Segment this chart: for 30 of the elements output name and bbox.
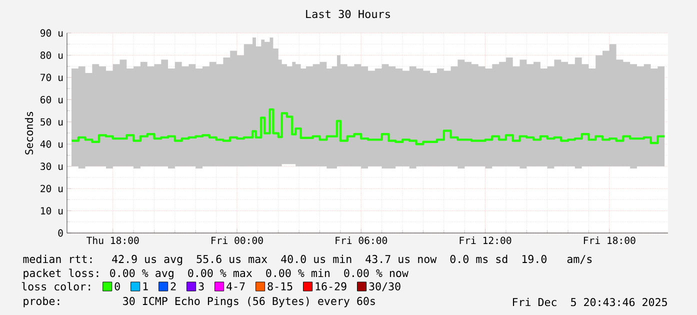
y-tick-label: 30 u — [40, 162, 63, 170]
y-tick-label: 0 — [58, 229, 63, 237]
x-tick-label: Fri 12:00 — [460, 236, 512, 244]
x-tick-label: Thu 18:00 — [86, 236, 139, 244]
legend-title: loss color: — [22, 282, 90, 291]
legend-label: 8-15 — [268, 282, 292, 290]
x-tick-label: Fri 06:00 — [336, 236, 388, 244]
y-tick-label: 60 u — [40, 96, 63, 104]
legend-label: 4-7 — [226, 282, 245, 290]
text: probe: 30 ICMP Echo Pings (56 Bytes) every 60s — [24, 296, 375, 308]
y-tick-label: 10 u — [41, 207, 63, 214]
text: Fri Dec 5 20:43:46 2025 — [512, 298, 667, 306]
y-tick-label: 50 u — [40, 118, 63, 126]
legend-label: 2 — [170, 282, 176, 290]
y-tick-label: 80 u — [40, 52, 63, 59]
y-tick-label: 70 u — [40, 74, 63, 82]
x-tick-label: Fri 00:00 — [212, 236, 263, 244]
y-tick-label: 40 u — [40, 140, 63, 148]
text: packet loss: 0.00 % avg 0.00 % max 0.00 % min 0.00 % now — [24, 268, 408, 280]
legend-label: 0 — [114, 282, 120, 290]
y-axis-title: Seconds — [24, 112, 34, 154]
y-tick-label: 90 u — [40, 29, 63, 37]
text: median rtt: 42.9 us avg 55.6 us max 40.0 us min 43.7 us now 0.0 ms sd 19.0 am/s — [23, 254, 592, 266]
y-tick-label: 20 u — [40, 184, 63, 192]
x-tick-label: Fri 18:00 — [584, 236, 636, 244]
legend-label: 3 — [198, 282, 204, 290]
legend-label: 1 — [143, 282, 148, 290]
legend-label: 16-29 — [316, 282, 346, 290]
chart-title: Last 30 Hours — [306, 10, 390, 18]
legend-label: 30/30 — [369, 282, 400, 292]
